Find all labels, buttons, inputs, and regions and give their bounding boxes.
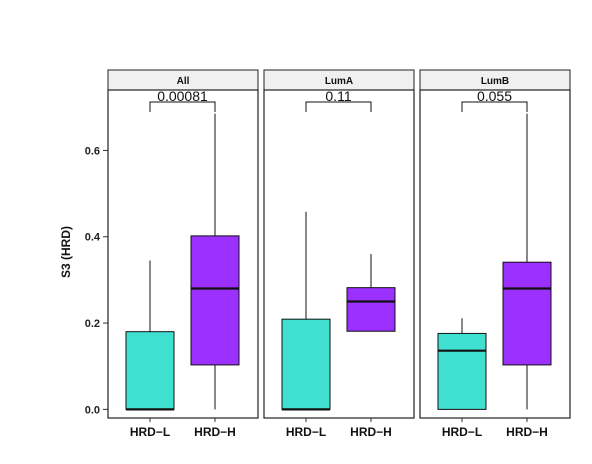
y-axis: 0.0 0.2 0.4 0.6: [85, 145, 108, 416]
panel-luma: LumA HRD−L HRD−H 0.11: [263, 69, 415, 439]
box-hrd-l: [125, 331, 175, 410]
y-axis-label: S3 (HRD): [59, 226, 73, 278]
significance-bracket: [305, 101, 372, 112]
box-hrd-h: [502, 261, 552, 366]
panel-title: LumB: [481, 76, 509, 87]
panel-lumb: LumB HRD−L HRD−H 0.055: [419, 69, 571, 439]
y-tick-label: 0.4: [85, 232, 101, 244]
p-value-label: 0.00081: [157, 88, 208, 104]
y-tick-label: 0.0: [85, 404, 100, 416]
box-hrd-h: [346, 287, 396, 332]
panel-title: All: [177, 76, 190, 87]
y-tick-label: 0.6: [85, 145, 100, 157]
y-tick-label: 0.2: [85, 318, 100, 330]
panel-frame: [107, 89, 259, 419]
box-hrd-l: [437, 332, 487, 410]
box-hrd-h: [190, 235, 240, 366]
significance-bracket: [461, 101, 528, 112]
panel-title: LumA: [325, 76, 353, 87]
significance-bracket: [149, 101, 216, 112]
x-tick-label: HRD−H: [506, 425, 548, 439]
panel-frame: [263, 89, 415, 419]
x-tick-label: HRD−H: [350, 425, 392, 439]
panel-all: All HRD−L HRD−H 0.00081: [107, 69, 259, 439]
panel-frame: [419, 89, 571, 419]
p-value-label: 0.055: [477, 88, 512, 104]
x-tick-label: HRD−L: [130, 425, 170, 439]
x-tick-label: HRD−L: [442, 425, 482, 439]
box-hrd-l: [281, 318, 331, 410]
x-tick-label: HRD−H: [194, 425, 236, 439]
x-tick-label: HRD−L: [286, 425, 326, 439]
p-value-label: 0.11: [325, 88, 351, 104]
